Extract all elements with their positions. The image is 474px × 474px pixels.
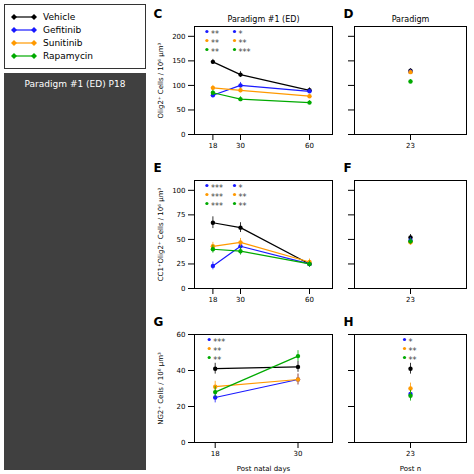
svg-text:NG2⁺ Cells / 10⁶ μm³: NG2⁺ Cells / 10⁶ μm³ [157,352,165,425]
svg-text:23: 23 [406,142,415,150]
svg-text:G: G [154,315,164,329]
svg-text:**: ** [213,356,221,365]
svg-text:***: *** [211,184,223,193]
svg-text:60: 60 [305,142,314,150]
svg-text:CC1⁺Olig2⁺ Cells / 10⁶ μm³: CC1⁺Olig2⁺ Cells / 10⁶ μm³ [157,187,165,281]
svg-text:Paradigm #1 (ED): Paradigm #1 (ED) [227,15,299,24]
svg-text:E: E [154,161,162,175]
svg-text:C: C [154,7,163,21]
svg-text:Post natal days: Post natal days [237,465,291,473]
html-text:Paradigm #1 (ED) P18: Paradigm #1 (ED) P18 [24,79,126,89]
svg-text:F: F [344,161,352,175]
svg-text:30: 30 [236,142,245,150]
svg-text:60: 60 [305,296,314,304]
svg-text:*: * [239,184,243,193]
svg-text:**: ** [211,39,219,48]
svg-text:150: 150 [172,57,185,65]
svg-text:23: 23 [406,296,415,304]
svg-text:20: 20 [177,403,186,411]
svg-text:30: 30 [294,450,303,458]
svg-text:25: 25 [177,260,186,268]
svg-text:60: 60 [177,331,186,339]
html-text:Rapamycin: Rapamycin [43,51,93,61]
svg-text:**: ** [213,347,221,356]
svg-text:**: ** [211,30,219,39]
svg-text:***: *** [213,338,225,347]
svg-text:18: 18 [211,450,220,458]
svg-text:Olig2⁺ Cells / 10⁶ μm³: Olig2⁺ Cells / 10⁶ μm³ [157,42,165,118]
svg-text:*: * [409,338,413,347]
svg-text:40: 40 [177,367,186,375]
svg-text:**: ** [211,48,219,57]
svg-text:Paradigm: Paradigm [392,15,430,24]
svg-text:Post n: Post n [400,465,421,473]
svg-text:18: 18 [208,296,217,304]
svg-text:**: ** [409,356,417,365]
svg-text:75: 75 [177,211,186,219]
html-text:Vehicle: Vehicle [43,12,76,22]
svg-text:**: ** [239,39,247,48]
svg-text:0: 0 [181,439,185,447]
svg-text:***: *** [239,48,251,57]
svg-text:30: 30 [236,296,245,304]
svg-text:**: ** [409,347,417,356]
svg-text:0: 0 [181,285,185,293]
svg-text:50: 50 [177,106,186,114]
svg-text:***: *** [211,193,223,202]
svg-text:18: 18 [208,142,217,150]
svg-text:D: D [344,7,354,21]
svg-text:*: * [239,30,243,39]
svg-text:200: 200 [172,33,185,41]
svg-text:**: ** [239,193,247,202]
svg-text:***: *** [211,202,223,211]
svg-text:**: ** [239,202,247,211]
svg-text:100: 100 [172,82,185,90]
svg-text:0: 0 [181,131,185,139]
svg-text:100: 100 [172,187,185,195]
svg-text:50: 50 [177,236,186,244]
svg-text:23: 23 [406,450,415,458]
html-text:Gefitinib: Gefitinib [43,25,82,35]
svg-text:H: H [344,315,354,329]
html-text:Sunitinib: Sunitinib [43,38,83,48]
